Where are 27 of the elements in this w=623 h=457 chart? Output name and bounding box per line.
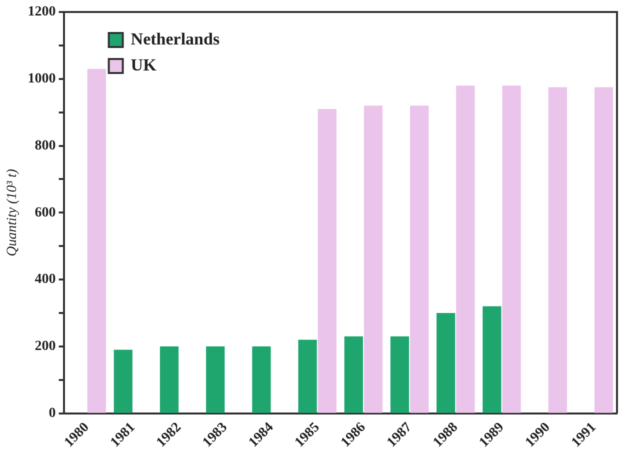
- bar: [410, 106, 429, 413]
- bar: [318, 108, 336, 413]
- y-tick-label: 800: [34, 138, 56, 154]
- bar: [456, 86, 475, 413]
- y-tick-label: 200: [34, 339, 56, 354]
- bar: [502, 86, 521, 413]
- legend-label: Netherlands: [130, 29, 220, 48]
- bar: [114, 350, 132, 413]
- bar: [390, 336, 410, 413]
- bar: [364, 106, 383, 413]
- bar: [252, 346, 271, 413]
- bar: [298, 340, 317, 413]
- legend-label: UK: [130, 55, 158, 74]
- bar: [548, 87, 567, 413]
- bar: [594, 87, 614, 413]
- bar: [344, 336, 363, 413]
- bar: [436, 312, 456, 413]
- bar: [482, 306, 502, 413]
- y-tick-label: 1000: [28, 71, 56, 86]
- bar: [160, 346, 179, 413]
- bar: [206, 346, 225, 413]
- y-tick-label: 1200: [28, 4, 56, 20]
- bar: [87, 68, 106, 413]
- y-tick-label: 400: [34, 272, 56, 288]
- y-tick-label: 0: [48, 406, 56, 421]
- y-axis-title: Quantity (10³ t): [5, 168, 20, 256]
- y-tick-label: 600: [34, 205, 56, 220]
